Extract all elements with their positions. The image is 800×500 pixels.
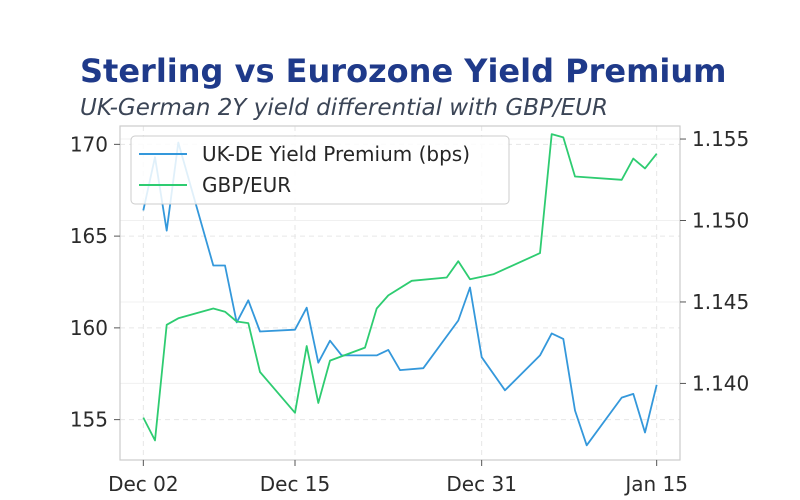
legend: UK-DE Yield Premium (bps) GBP/EUR [130, 135, 510, 205]
y2-tick-label: 1.145 [692, 290, 749, 314]
y2-tick-label: 1.150 [692, 208, 749, 232]
legend-label: UK-DE Yield Premium (bps) [202, 142, 470, 166]
y-tick-label: 160 [70, 316, 108, 340]
legend-label: GBP/EUR [202, 173, 291, 197]
x-tick-label: Dec 15 [260, 472, 331, 496]
series-layer [142, 133, 658, 447]
tick-layer: Dec 02 Dec 15 Dec 31 Jan 15 155 160 165 170 1.14… [70, 127, 749, 496]
y-tick-label: 155 [70, 408, 108, 432]
x-tick-label: Dec 02 [108, 472, 179, 496]
plot-frame [119, 125, 681, 461]
x-tick-label: Jan 15 [623, 472, 688, 496]
y2-tick-label: 1.155 [692, 127, 749, 151]
y2-tick-label: 1.140 [692, 371, 749, 395]
y-tick-label: 170 [70, 132, 108, 156]
legend-box [130, 135, 510, 205]
chart-subtitle: UK-German 2Y yield differential with GBP… [80, 95, 608, 121]
series-line-gbp-eur [142, 133, 658, 442]
series-line-yield-premium [142, 141, 658, 447]
chart-title: Sterling vs Eurozone Yield Premium [80, 52, 727, 90]
y-tick-label: 165 [70, 224, 108, 248]
x-tick-label: Dec 31 [446, 472, 517, 496]
